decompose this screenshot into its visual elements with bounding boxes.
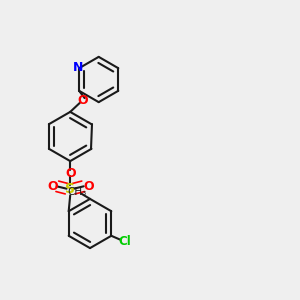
Text: O: O <box>83 180 94 193</box>
Text: N: N <box>72 61 83 74</box>
Text: S: S <box>65 182 75 196</box>
Text: CH₃: CH₃ <box>68 187 87 197</box>
Text: O: O <box>65 167 76 180</box>
Text: O: O <box>77 94 88 107</box>
Text: O: O <box>47 180 58 193</box>
Text: Cl: Cl <box>118 235 131 248</box>
